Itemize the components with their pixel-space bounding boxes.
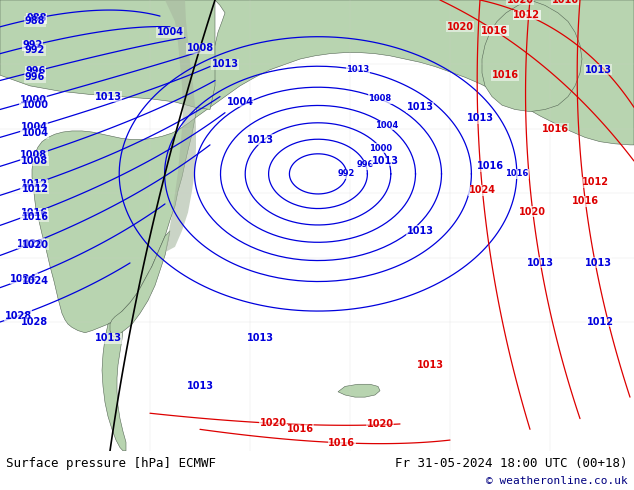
Text: 1013: 1013 <box>94 333 122 343</box>
Text: 1028: 1028 <box>4 311 32 321</box>
Text: 1016: 1016 <box>20 208 48 218</box>
Text: 1013: 1013 <box>212 59 238 70</box>
Text: 1016: 1016 <box>552 0 578 5</box>
Text: 1020: 1020 <box>22 240 48 250</box>
Text: 1013: 1013 <box>186 381 214 392</box>
Text: 1016: 1016 <box>491 70 519 80</box>
Polygon shape <box>165 0 196 252</box>
Text: 992: 992 <box>22 41 42 50</box>
Text: 988: 988 <box>25 17 45 26</box>
Text: 1008: 1008 <box>20 150 48 161</box>
Text: 1016: 1016 <box>505 170 529 178</box>
Text: 1012: 1012 <box>513 10 540 20</box>
Text: 1008: 1008 <box>22 156 49 166</box>
Text: 1000: 1000 <box>22 100 48 110</box>
Text: © weatheronline.co.uk: © weatheronline.co.uk <box>486 476 628 486</box>
Text: 1013: 1013 <box>247 135 273 145</box>
Text: 1024: 1024 <box>10 274 37 284</box>
Text: Fr 31-05-2024 18:00 UTC (00+18): Fr 31-05-2024 18:00 UTC (00+18) <box>395 457 628 470</box>
Text: 1013: 1013 <box>372 156 399 166</box>
Polygon shape <box>110 231 170 337</box>
Text: 1013: 1013 <box>94 92 122 101</box>
Text: 1024: 1024 <box>469 185 496 195</box>
Text: 1020: 1020 <box>17 239 44 249</box>
Text: 992: 992 <box>338 170 355 178</box>
Text: 1016: 1016 <box>287 424 313 434</box>
Text: 1020: 1020 <box>446 22 474 32</box>
Text: 992: 992 <box>25 46 45 55</box>
Polygon shape <box>0 0 215 109</box>
Text: 1016: 1016 <box>572 196 599 206</box>
Text: 1004: 1004 <box>22 128 48 138</box>
Text: 1008: 1008 <box>368 94 391 103</box>
Text: 988: 988 <box>26 13 47 23</box>
Text: 1013: 1013 <box>467 113 493 123</box>
Text: 1016: 1016 <box>22 212 48 222</box>
Text: 1016: 1016 <box>477 161 503 172</box>
Text: 1012: 1012 <box>20 179 48 189</box>
Text: 1004: 1004 <box>21 122 48 132</box>
Text: 1008: 1008 <box>186 43 214 53</box>
Text: 1013: 1013 <box>526 258 553 268</box>
Text: 1024: 1024 <box>22 276 48 286</box>
Text: 1000: 1000 <box>20 95 46 105</box>
Text: 1016: 1016 <box>328 438 355 448</box>
Text: 996: 996 <box>25 73 45 82</box>
Text: 1004: 1004 <box>375 121 399 130</box>
Text: 1004: 1004 <box>157 27 183 37</box>
Text: 1012: 1012 <box>581 177 609 188</box>
Text: 1013: 1013 <box>247 333 273 343</box>
Text: 1013: 1013 <box>406 102 434 112</box>
Text: 1020: 1020 <box>366 419 394 429</box>
Text: 1013: 1013 <box>585 258 612 268</box>
Text: 1020: 1020 <box>507 0 533 5</box>
Text: 1013: 1013 <box>585 65 612 75</box>
Text: 996: 996 <box>357 160 375 170</box>
Text: 1000: 1000 <box>370 144 392 153</box>
Text: 1012: 1012 <box>22 184 48 194</box>
Text: 1013: 1013 <box>346 65 370 74</box>
Text: 1016: 1016 <box>541 124 569 134</box>
Text: 1020: 1020 <box>519 207 547 217</box>
Text: 1028: 1028 <box>22 317 49 327</box>
Polygon shape <box>102 320 126 451</box>
Text: 1016: 1016 <box>481 25 508 36</box>
Polygon shape <box>482 0 582 112</box>
Text: 1012: 1012 <box>586 317 614 327</box>
Text: Surface pressure [hPa] ECMWF: Surface pressure [hPa] ECMWF <box>6 457 216 470</box>
Text: 996: 996 <box>26 66 46 76</box>
Text: 1004: 1004 <box>226 97 254 107</box>
Polygon shape <box>338 384 380 397</box>
Text: 1013: 1013 <box>406 226 434 236</box>
Text: 1020: 1020 <box>259 418 287 428</box>
Text: 1013: 1013 <box>417 360 444 370</box>
Polygon shape <box>0 0 634 333</box>
